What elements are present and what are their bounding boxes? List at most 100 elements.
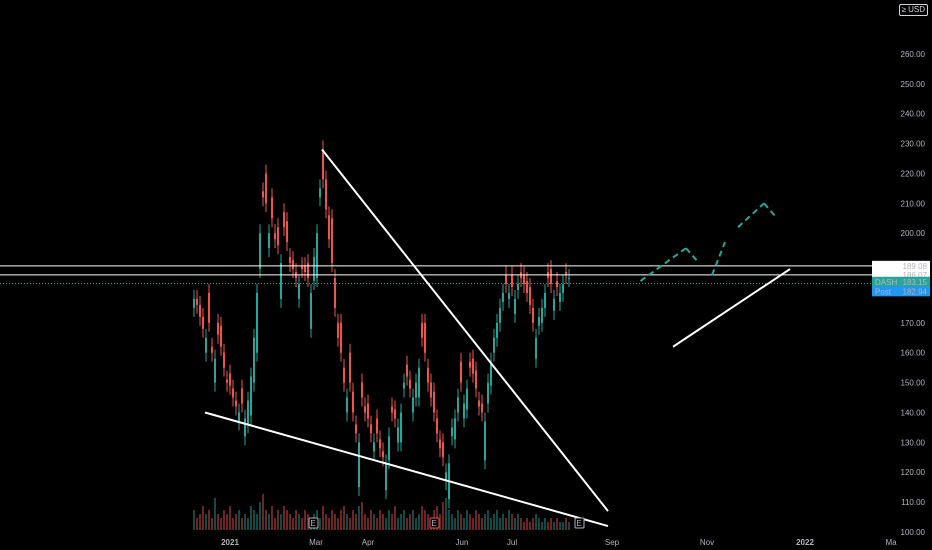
x-tick-label: Nov xyxy=(700,538,714,547)
volume-bar xyxy=(247,518,249,530)
volume-bar xyxy=(568,522,570,530)
trendline[interactable] xyxy=(204,411,609,527)
volume-bar xyxy=(373,514,375,530)
volume-bar xyxy=(472,518,474,530)
candle-body xyxy=(319,188,321,198)
candle-body xyxy=(325,179,327,210)
candle-body xyxy=(556,281,558,287)
volume-bar xyxy=(457,510,459,530)
volume-bar xyxy=(424,510,426,530)
candle-body xyxy=(562,283,564,293)
volume-bar xyxy=(307,514,309,530)
earnings-marker-icon[interactable] xyxy=(574,517,585,529)
volume-bar xyxy=(475,510,477,530)
candle-body xyxy=(292,260,294,270)
candle-body xyxy=(391,406,393,413)
candle-body xyxy=(541,307,543,323)
candle-body xyxy=(496,322,498,338)
volume-bar xyxy=(199,514,201,530)
trendline[interactable] xyxy=(672,268,791,348)
volume-bar xyxy=(355,514,357,530)
volume-bar xyxy=(469,514,471,530)
volume-bar xyxy=(532,518,534,530)
x-tick-label: Sep xyxy=(605,538,620,547)
earnings-marker-glyph: E xyxy=(576,519,581,528)
candle-body xyxy=(289,257,291,264)
volume-bar xyxy=(448,510,450,530)
candle-body xyxy=(328,215,330,240)
candle-body xyxy=(316,233,318,279)
candle-body xyxy=(553,298,555,311)
candle-body xyxy=(220,325,222,347)
candle-body xyxy=(247,400,249,425)
trendline[interactable] xyxy=(321,148,609,512)
volume-bar xyxy=(289,514,291,530)
projection-path[interactable] xyxy=(711,241,726,276)
candle-body xyxy=(385,463,387,491)
volume-bar xyxy=(520,518,522,530)
volume-bar xyxy=(340,510,342,530)
volume-bar xyxy=(391,514,393,530)
volume-bar xyxy=(550,518,552,530)
candle-body xyxy=(283,212,285,228)
volume-bar xyxy=(202,506,204,530)
volume-bar xyxy=(508,510,510,530)
candle-body xyxy=(484,421,486,461)
candle-body xyxy=(265,173,267,204)
volume-bar xyxy=(337,518,339,530)
volume-bar xyxy=(394,506,396,530)
symbol-price-label-value: 183.15 xyxy=(903,278,928,287)
candle-body xyxy=(544,292,546,308)
candle-body xyxy=(508,292,510,299)
candle-body xyxy=(334,278,336,308)
candle-body xyxy=(394,409,396,419)
volume-bar xyxy=(205,514,207,530)
candle-body xyxy=(349,352,351,383)
candle-body xyxy=(460,361,462,383)
currency-selector[interactable]: ≥ USD xyxy=(898,4,928,16)
volume-bar xyxy=(460,514,462,530)
volume-bar xyxy=(553,522,555,530)
volume-bar xyxy=(334,514,336,530)
volume-bar xyxy=(487,510,489,530)
x-axis: 2021 Mar Apr Jun Jul Sep Nov 2022 Ma xyxy=(221,538,897,547)
candle-body xyxy=(442,442,444,458)
volume-bar xyxy=(451,514,453,530)
candle-body xyxy=(211,346,213,353)
volume-bar xyxy=(523,522,525,530)
candle-body xyxy=(559,292,561,302)
symbol-price-label-name: DASH xyxy=(875,278,897,287)
volume-bar xyxy=(232,518,234,530)
projection-path[interactable] xyxy=(737,202,765,228)
volume-bar xyxy=(535,514,537,530)
candle-body xyxy=(397,427,399,443)
candle-body xyxy=(451,427,453,437)
candle-body xyxy=(445,472,447,482)
volume-bar xyxy=(244,514,246,530)
candle-body xyxy=(307,263,309,279)
candle-body xyxy=(205,337,207,353)
candle-body xyxy=(535,337,537,359)
volume-bar xyxy=(331,510,333,530)
candle-body xyxy=(196,298,198,305)
candle-body xyxy=(454,418,456,440)
candle-body xyxy=(241,388,243,404)
candle-body xyxy=(358,442,360,488)
symbol-price-label-bg xyxy=(872,276,930,287)
y-tick-label: 150.00 xyxy=(901,379,926,388)
candle-body xyxy=(361,382,363,398)
trendlines[interactable] xyxy=(204,148,791,527)
candle-body xyxy=(352,391,354,413)
projection-path[interactable] xyxy=(763,202,778,219)
volume-bar xyxy=(409,514,411,530)
y-tick-label: 130.00 xyxy=(901,438,926,447)
earnings-marker-icon[interactable] xyxy=(429,517,440,529)
candle-body xyxy=(274,233,276,240)
volume-bar xyxy=(505,518,507,530)
earnings-marker-icon[interactable] xyxy=(308,517,319,529)
projection-path[interactable] xyxy=(685,247,700,264)
candle-body xyxy=(217,322,219,335)
candle-body xyxy=(238,412,240,422)
candle-body xyxy=(298,283,300,299)
